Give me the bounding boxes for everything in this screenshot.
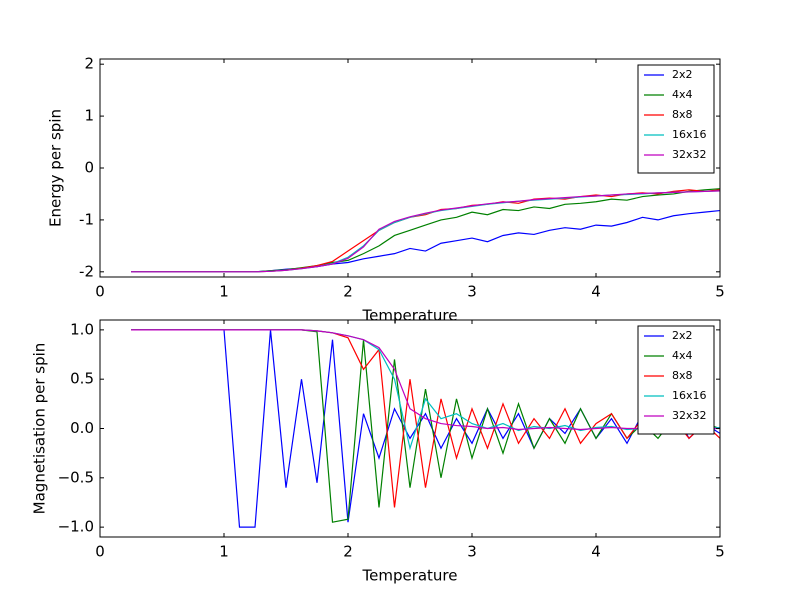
legend-label: 2x2 xyxy=(672,329,693,342)
y-tick-label: −1.0 xyxy=(58,518,94,536)
series-line xyxy=(131,190,720,273)
x-tick-label: 2 xyxy=(343,543,353,561)
x-tick-label: 5 xyxy=(715,543,725,561)
y-tick-label: 2 xyxy=(84,55,94,73)
series-line xyxy=(131,329,720,431)
y-tick-label: 1.0 xyxy=(70,320,94,338)
series-line xyxy=(131,329,720,528)
y-tick-label: 1 xyxy=(84,107,94,125)
y-tick-label: 0 xyxy=(84,159,94,177)
plot: 0 1 2 3 4 5 −1.0 −0.5 0.0 0.5 1.0 Magnetisation per… xyxy=(31,319,725,561)
x-tick-label: 1 xyxy=(219,543,229,561)
legend-label: 8x8 xyxy=(672,108,693,121)
x-tick-label: 4 xyxy=(591,543,601,561)
y-tick-label: -2 xyxy=(79,262,94,280)
y-tick-label: −0.5 xyxy=(58,468,94,486)
axes-background xyxy=(100,59,720,277)
legend: 2x2 4x4 8x8 16x16 32x32 xyxy=(637,64,715,174)
legend-label: 8x8 xyxy=(672,369,693,382)
x-tick-label: 0 xyxy=(95,543,105,561)
legend-label: 32x32 xyxy=(672,148,707,161)
legend-label: 16x16 xyxy=(672,389,707,402)
y-axis-label: Energy per spin xyxy=(47,109,65,227)
x-tick-label: 1 xyxy=(219,283,229,301)
y-tick-label: -1 xyxy=(79,210,94,228)
y-tick-label: 0.5 xyxy=(70,370,94,388)
x-tick-label: 4 xyxy=(591,283,601,301)
x-tick-label: 3 xyxy=(467,543,477,561)
legend-label: 2x2 xyxy=(672,68,693,81)
y-tick-label: 0.0 xyxy=(70,419,94,437)
legend-label: 4x4 xyxy=(672,88,693,101)
x-tick-label: 3 xyxy=(467,283,477,301)
x-tick-label: 2 xyxy=(343,283,353,301)
x-tick-label: 5 xyxy=(715,283,725,301)
x-axis-label: Temperature xyxy=(361,307,457,325)
plot: 0 1 2 3 4 5 -2 -1 0 1 2 Energy per spin xyxy=(47,55,725,301)
x-tick-label: 0 xyxy=(95,283,105,301)
y-axis-label: Magnetisation per spin xyxy=(31,343,49,515)
legend-label: 32x32 xyxy=(672,409,707,422)
legend-label: 16x16 xyxy=(672,128,707,141)
legend: 2x2 4x4 8x8 16x16 32x32 xyxy=(637,325,715,435)
legend-label: 4x4 xyxy=(672,349,693,362)
axes-background xyxy=(100,320,720,537)
x-axis-label: Temperature xyxy=(361,567,457,585)
